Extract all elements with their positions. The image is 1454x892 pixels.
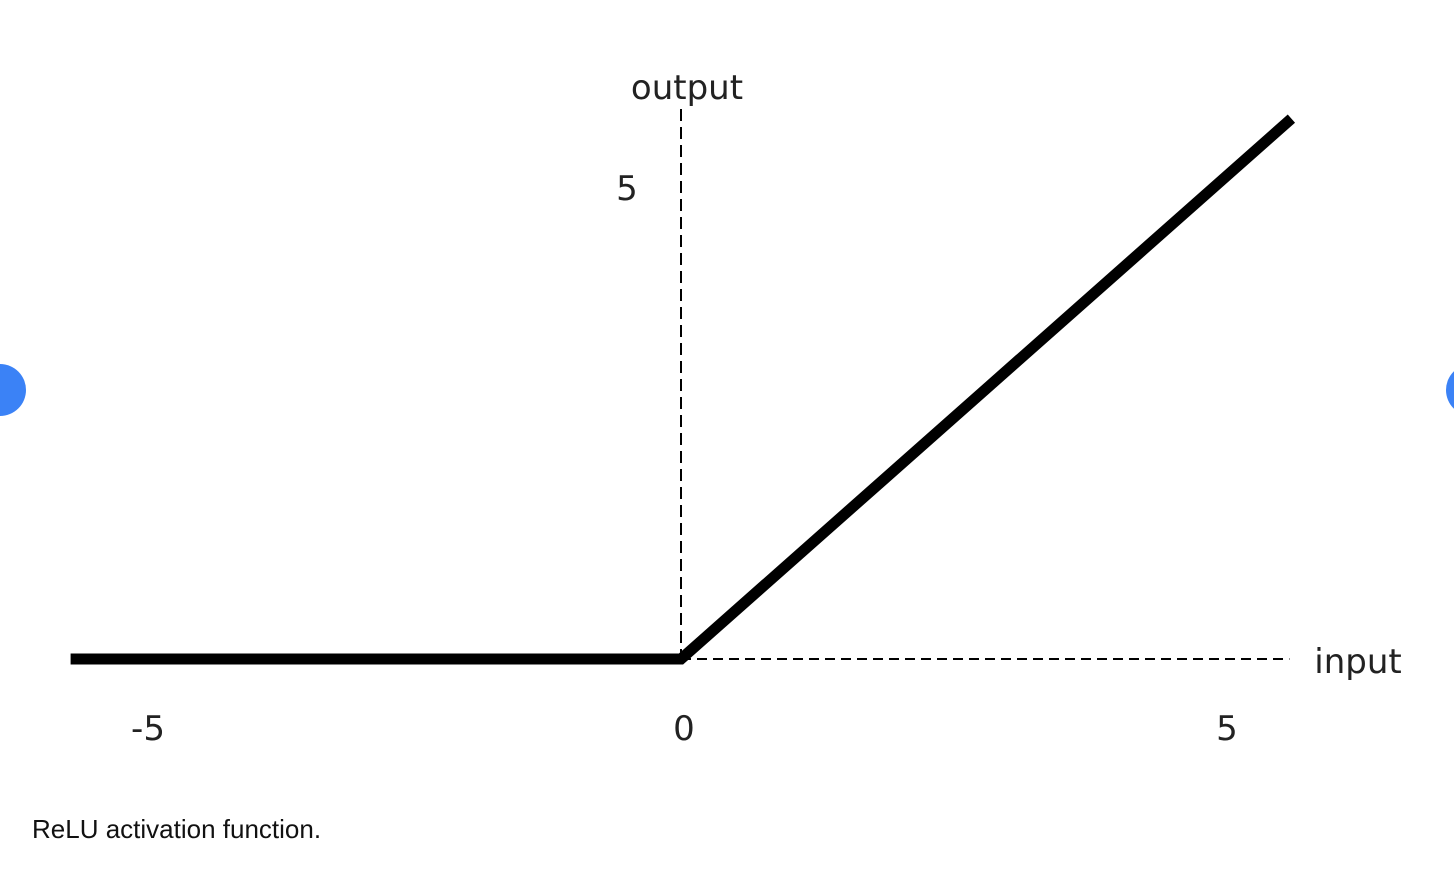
axes bbox=[680, 108, 1290, 660]
y-tick-label-5: 5 bbox=[616, 169, 638, 209]
x-tick-label-5: 5 bbox=[1216, 709, 1238, 749]
figure-caption: ReLU activation function. bbox=[32, 814, 322, 844]
labels: output input 5 -5 0 5 bbox=[131, 68, 1402, 749]
y-axis-label: output bbox=[631, 68, 743, 108]
x-tick-label-neg5: -5 bbox=[131, 709, 165, 749]
x-tick-label-0: 0 bbox=[673, 709, 695, 749]
series-layer bbox=[70, 114, 1296, 665]
relu-series-line bbox=[70, 114, 1296, 665]
x-axis-label: input bbox=[1314, 642, 1401, 682]
carousel-next-button[interactable] bbox=[1446, 364, 1454, 416]
